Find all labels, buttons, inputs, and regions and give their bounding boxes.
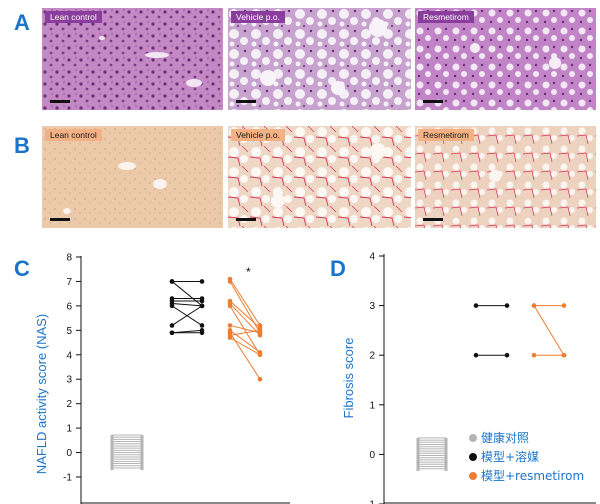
legend-label-lean: 健康对照: [481, 430, 529, 445]
y-tick-label: 3: [66, 375, 72, 386]
he-tag-resmetirom: Resmetirom: [418, 11, 474, 23]
data-point: [473, 303, 479, 308]
scale-bar: [236, 100, 256, 103]
nas-y-axis-label: NAFLD activity score (NAS): [34, 314, 49, 474]
paired-line: [229, 324, 261, 334]
paired-line: [229, 278, 261, 326]
data-point: [504, 303, 510, 308]
nas-chart: NAFLD activity score (NAS) -1 0 1 2 3 4 5 6 7 8 *: [34, 253, 290, 504]
data-point: [257, 328, 263, 333]
data-point: [561, 352, 567, 358]
data-point: [169, 323, 175, 328]
nas-vehicle-series: [169, 279, 205, 336]
data-point: [169, 303, 175, 309]
he-image-vehicle: Vehicle p.o.: [228, 8, 411, 110]
fibrosis-y-axis-label: Fibrosis score: [341, 338, 356, 419]
data-point: [199, 279, 205, 284]
paired-line: [171, 281, 203, 307]
he-image-lean: Lean control: [42, 8, 223, 110]
sr-image-resmetirom: Resmetirom: [415, 126, 596, 228]
data-point: [199, 323, 205, 328]
paired-line: [229, 281, 261, 334]
he-tag-vehicle: Vehicle p.o.: [231, 11, 285, 23]
y-tick-label: 6: [66, 301, 72, 312]
fibrosis-legend: 健康对照 模型+溶媒 模型+resmetirom: [469, 430, 584, 483]
paired-line: [171, 305, 203, 326]
data-point: [257, 352, 263, 358]
data-point: [199, 303, 205, 309]
y-tick-label: 4: [369, 252, 375, 263]
data-point: [169, 279, 175, 284]
y-tick-label: -1: [63, 473, 72, 484]
he-image-resmetirom: Resmetirom: [415, 8, 596, 110]
y-tick-label: 1: [369, 400, 375, 411]
paired-line: [533, 305, 565, 356]
he-tag-lean: Lean control: [45, 11, 102, 23]
legend-label-vehicle: 模型+溶媒: [481, 449, 539, 464]
fibrosis-lean-series: [416, 437, 448, 471]
data-point: [531, 352, 537, 358]
data-point: [473, 352, 479, 358]
data-point: [531, 303, 537, 308]
legend-swatch-vehicle: [469, 453, 477, 461]
scale-bar: [50, 218, 70, 221]
y-tick-label: 0: [369, 450, 375, 461]
y-tick-label: 4: [66, 350, 72, 361]
legend-swatch-resmetirom: [469, 472, 477, 480]
data-point: [227, 303, 233, 309]
fibrosis-chart: Fibrosis score -1 0 1 2 3 4 健康对照 模型+溶媒 模型+res…: [341, 252, 596, 504]
legend-label-resmetirom: 模型+resmetirom: [481, 469, 584, 483]
data-point: [169, 330, 175, 336]
paired-line: [229, 329, 261, 336]
paired-line: [229, 337, 261, 356]
paired-line: [229, 329, 261, 353]
data-point: [227, 335, 233, 340]
paired-line: [171, 302, 203, 307]
data-point: [257, 376, 263, 382]
scale-bar: [423, 100, 443, 103]
y-tick-label: 2: [369, 351, 375, 362]
scale-bar: [50, 100, 70, 103]
paired-line: [229, 303, 261, 336]
y-tick-label: 0: [66, 448, 72, 459]
nas-lean-series: [110, 434, 144, 471]
y-tick-label: 2: [66, 399, 72, 410]
y-tick-label: 5: [66, 326, 72, 337]
sr-image-lean: Lean control: [42, 126, 223, 228]
panel-label-d: D: [330, 256, 346, 281]
fibrosis-resmetirom-series: [531, 303, 567, 358]
sr-tag-resmetirom: Resmetirom: [418, 129, 474, 141]
sr-tag-lean: Lean control: [45, 129, 102, 141]
y-tick-label: 8: [66, 253, 72, 264]
panel-label-a: A: [14, 10, 30, 35]
fibrosis-vehicle-series: [473, 303, 510, 358]
data-point: [561, 303, 567, 308]
data-point: [227, 323, 233, 328]
data-point: [227, 279, 233, 284]
y-tick-label: -1: [366, 500, 375, 504]
data-point: [199, 298, 205, 304]
y-tick-label: 1: [66, 424, 72, 435]
legend-swatch-lean: [469, 434, 477, 442]
y-tick-label: 3: [369, 301, 375, 312]
sr-image-vehicle: Vehicle p.o.: [228, 126, 411, 228]
sr-tag-vehicle: Vehicle p.o.: [231, 129, 285, 141]
panel-label-b: B: [14, 133, 30, 158]
data-point: [199, 328, 205, 333]
scale-bar: [423, 218, 443, 221]
paired-line: [171, 329, 203, 334]
significance-asterisk: *: [246, 265, 251, 279]
data-point: [504, 352, 510, 358]
y-tick-label: 7: [66, 277, 72, 288]
paired-line: [229, 305, 261, 356]
paired-line: [229, 300, 261, 329]
scale-bar: [236, 218, 256, 221]
nas-resmetirom-series: [227, 276, 263, 382]
panel-label-c: C: [14, 256, 30, 281]
